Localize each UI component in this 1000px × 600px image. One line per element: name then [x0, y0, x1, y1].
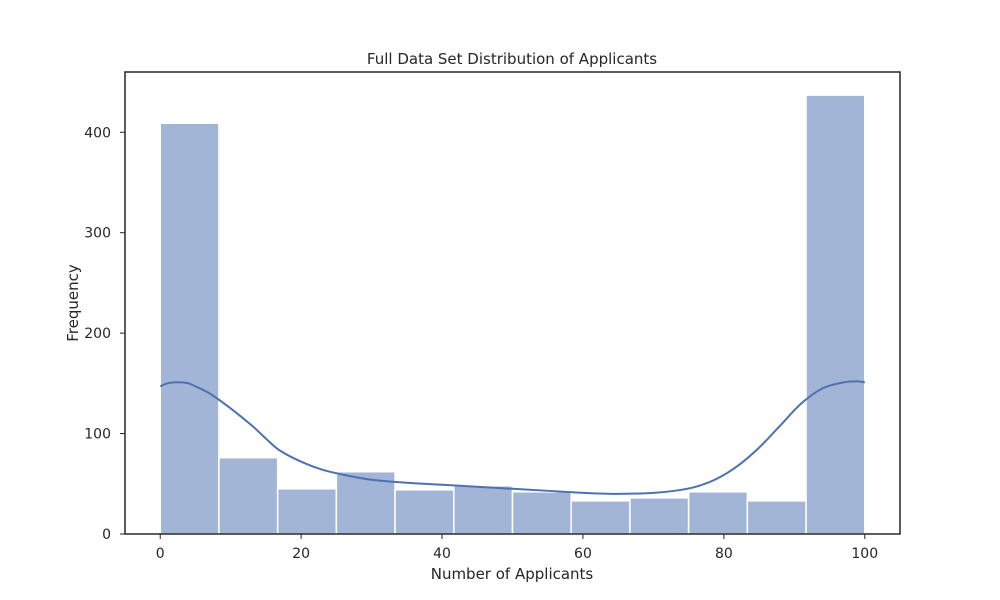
y-tick-label: 200 — [84, 326, 111, 342]
x-axis-ticks: 0 20 40 60 80 100 — [156, 534, 878, 562]
histogram-bar-5 — [394, 489, 455, 535]
y-tick-label: 0 — [102, 527, 111, 543]
histogram-bar-6 — [453, 485, 514, 535]
bars-layer — [159, 94, 866, 535]
histogram-bar-3 — [276, 488, 338, 535]
x-tick-label: 80 — [715, 546, 733, 562]
histogram-bar-1 — [159, 122, 220, 535]
x-tick-label: 40 — [433, 546, 451, 562]
x-tick-label: 100 — [851, 546, 878, 562]
histogram-bar-12 — [805, 94, 866, 535]
histogram-bar-8 — [570, 500, 631, 535]
histogram-bar-2 — [218, 456, 279, 535]
x-tick-label: 0 — [156, 546, 165, 562]
x-tick-label: 60 — [574, 546, 592, 562]
x-axis-title: Number of Applicants — [431, 565, 594, 583]
histogram-bar-11 — [746, 500, 807, 535]
histogram-bar-10 — [687, 491, 749, 535]
y-tick-label: 100 — [84, 427, 111, 443]
plot-frame — [124, 71, 901, 535]
chart-title: Full Data Set Distribution of Applicants — [367, 50, 657, 68]
histogram-bar-9 — [629, 497, 690, 535]
kde-curve — [159, 380, 865, 495]
y-tick-label: 300 — [84, 226, 111, 242]
y-axis-title: Frequency — [64, 264, 82, 342]
histogram-bar-7 — [511, 491, 572, 535]
y-tick-label: 400 — [84, 125, 111, 141]
x-tick-label: 20 — [292, 546, 310, 562]
y-axis-ticks: 0 100 200 300 400 — [84, 125, 125, 543]
